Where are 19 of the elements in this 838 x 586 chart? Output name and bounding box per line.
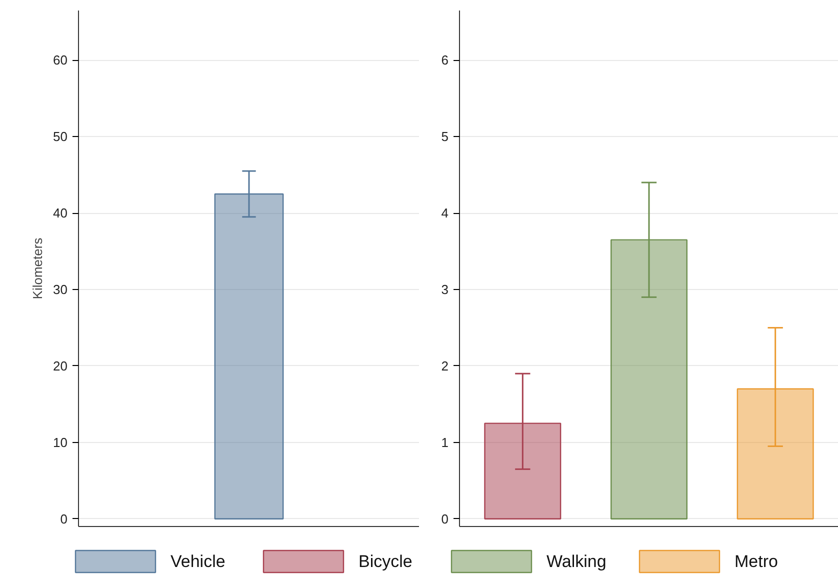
y-tick-label: 3 — [441, 282, 449, 298]
y-tick-label: 2 — [441, 358, 449, 374]
y-tick-label: 40 — [53, 206, 68, 221]
y-tick-label: 0 — [60, 511, 68, 526]
y-tick-label: 0 — [441, 511, 449, 526]
legend-label: Metro — [734, 552, 778, 571]
y-tick-label: 30 — [53, 282, 68, 298]
y-tick-label: 60 — [53, 52, 68, 68]
legend-label: Bicycle — [358, 552, 412, 571]
y-tick-label: 6 — [441, 52, 449, 68]
legend-label: Vehicle — [170, 552, 226, 571]
y-tick-label: 5 — [441, 129, 449, 144]
y-tick-label: 50 — [53, 129, 68, 144]
y-tick-label: 10 — [53, 434, 68, 450]
legend-label: Walking — [546, 552, 606, 571]
y-tick-label: 4 — [441, 206, 449, 221]
y-tick-label: 20 — [53, 358, 68, 374]
y-axis-title: Kilometers — [30, 237, 46, 300]
y-tick-label: 1 — [441, 434, 449, 450]
